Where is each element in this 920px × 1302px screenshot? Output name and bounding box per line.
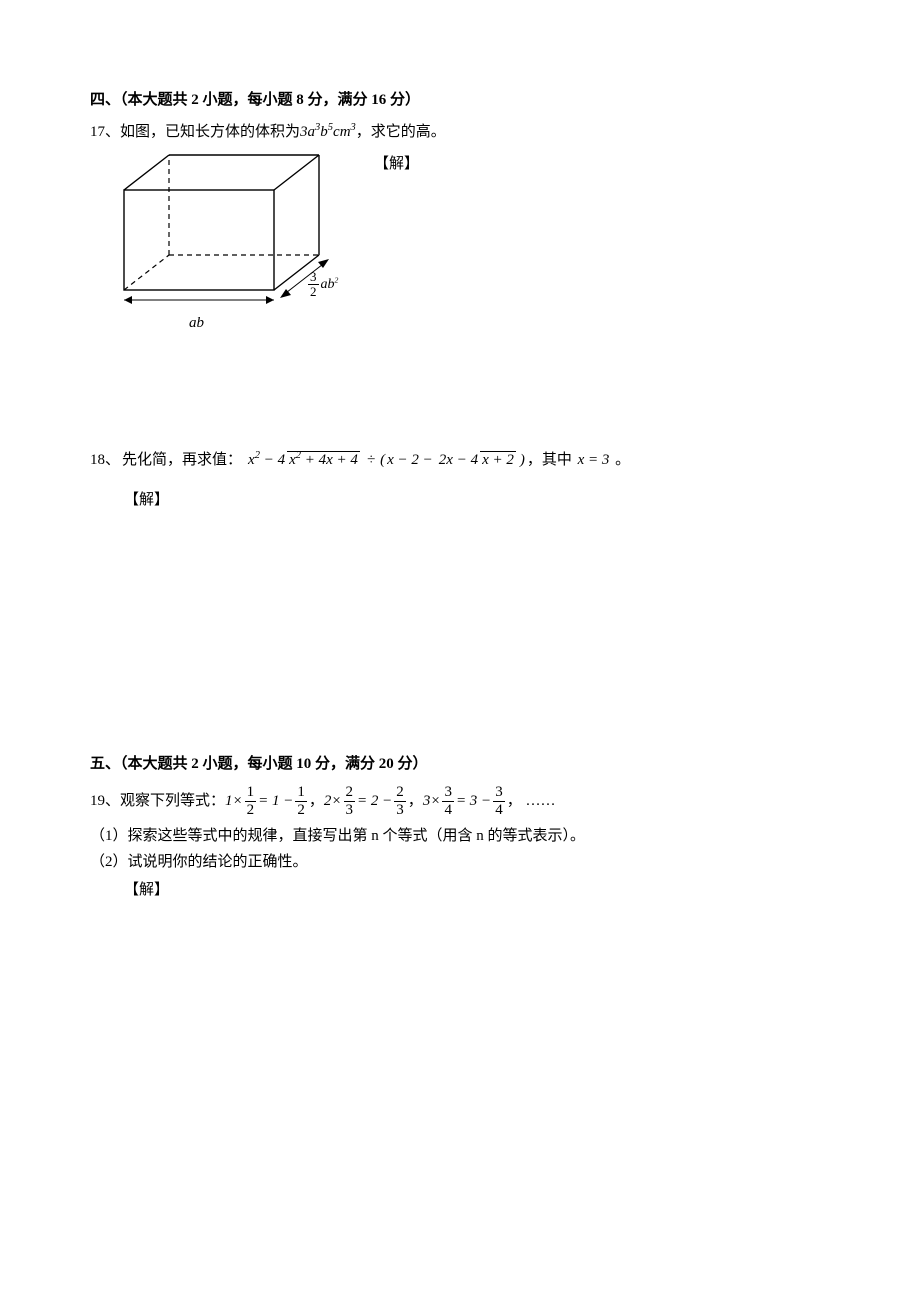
d: 3	[344, 801, 356, 819]
q18-paren-close: )	[520, 448, 525, 472]
q18-frac2: 2x − 4 x + 2	[437, 451, 516, 469]
eq2-lhs-frac: 2 3	[344, 784, 356, 818]
q17-volume-expr: 3a3b5cm3	[300, 124, 356, 140]
cuboid-diagram: ab 3 2 ab2	[114, 150, 344, 328]
q19-number: 19、	[90, 789, 120, 813]
n: 3	[493, 784, 505, 801]
cuboid-label-depth: 3 2 ab2	[306, 270, 338, 300]
d: 2	[245, 801, 257, 819]
frac-num: 3	[308, 270, 319, 284]
q17-solution-label: 【解】	[374, 150, 419, 176]
q19-solution-label: 【解】	[124, 878, 830, 902]
q18-statement: 18、 先化简，再求值： x2 − 4 x2 + 4x + 4 ÷ ( x − …	[90, 448, 830, 472]
eq3-lhs-int: 3×	[423, 789, 441, 813]
q18-prefix: 先化简，再求值：	[122, 448, 242, 472]
n: 1	[295, 784, 307, 801]
eq2-rhs-int: = 2 −	[357, 789, 392, 813]
q18-number: 18、	[90, 448, 120, 472]
q19-statement: 19、 观察下列等式： 1× 1 2 = 1 − 1 2 ， 2× 2 3 = …	[90, 784, 830, 818]
eq1-lhs-frac: 1 2	[245, 784, 257, 818]
q19-tail: ， ……	[507, 789, 556, 813]
eq1-rhs-int: = 1 −	[258, 789, 293, 813]
d: 4	[442, 801, 454, 819]
q18-div: ÷	[367, 448, 375, 472]
eq2-lhs-int: 2×	[324, 789, 342, 813]
q19-sub1: （1）探索这些等式中的规律，直接写出第 n 个等式（用含 n 的等式表示）。	[90, 824, 830, 848]
q17-prefix: 如图，已知长方体的体积为	[120, 124, 300, 140]
q17-suffix: ，求它的高。	[356, 124, 446, 140]
eq3-lhs-frac: 3 4	[442, 784, 454, 818]
q18-cond-suffix: 。	[615, 448, 630, 472]
q18-frac2-den: x + 2	[480, 451, 516, 469]
q17-statement: 17、如图，已知长方体的体积为3a3b5cm3，求它的高。	[90, 120, 830, 144]
q18-frac1-den: x2 + 4x + 4	[287, 451, 360, 469]
section-5-header: 五、（本大题共 2 小题，每小题 10 分，满分 20 分）	[90, 752, 830, 776]
eq1-lhs-int: 1×	[225, 789, 243, 813]
coeff: 3	[300, 124, 308, 140]
n: 3	[442, 784, 454, 801]
eq3-rhs-int: = 3 −	[456, 789, 491, 813]
q18-cond-prefix: ，其中	[527, 448, 572, 472]
eq3-rhs-frac: 3 4	[493, 784, 505, 818]
q19-prefix: 观察下列等式：	[120, 789, 225, 813]
q18-cond: x = 3	[574, 448, 613, 472]
q18-frac2-num: 2x − 4	[437, 452, 480, 469]
cuboid-label-width: ab	[189, 311, 204, 335]
q18-mid: x − 2 −	[387, 448, 433, 472]
sep2: ，	[408, 789, 423, 813]
d: 2	[295, 801, 307, 819]
unit-base: cm	[333, 124, 351, 140]
section-4-header: 四、（本大题共 2 小题，每小题 8 分，满分 16 分）	[90, 88, 830, 112]
unit: cm3	[333, 124, 356, 140]
vars: a3b5	[308, 124, 334, 140]
q18-frac1-num: x2 − 4	[246, 452, 287, 469]
q17-number: 17、	[90, 124, 120, 140]
q18-solution-label: 【解】	[124, 488, 830, 512]
depth-vars: ab2	[321, 277, 339, 292]
n: 1	[245, 784, 257, 801]
eq1-rhs-frac: 1 2	[295, 784, 307, 818]
d: 4	[493, 801, 505, 819]
q17-figure-row: ab 3 2 ab2 【解】	[90, 150, 830, 328]
q18-frac1: x2 − 4 x2 + 4x + 4	[246, 451, 360, 469]
q18-paren-open: (	[380, 448, 385, 472]
n: 2	[394, 784, 406, 801]
frac-den: 2	[308, 284, 319, 299]
eq2-rhs-frac: 2 3	[394, 784, 406, 818]
q19-sub2: （2）试说明你的结论的正确性。	[90, 850, 830, 874]
n: 2	[344, 784, 356, 801]
d: 3	[394, 801, 406, 819]
sep1: ，	[309, 789, 324, 813]
